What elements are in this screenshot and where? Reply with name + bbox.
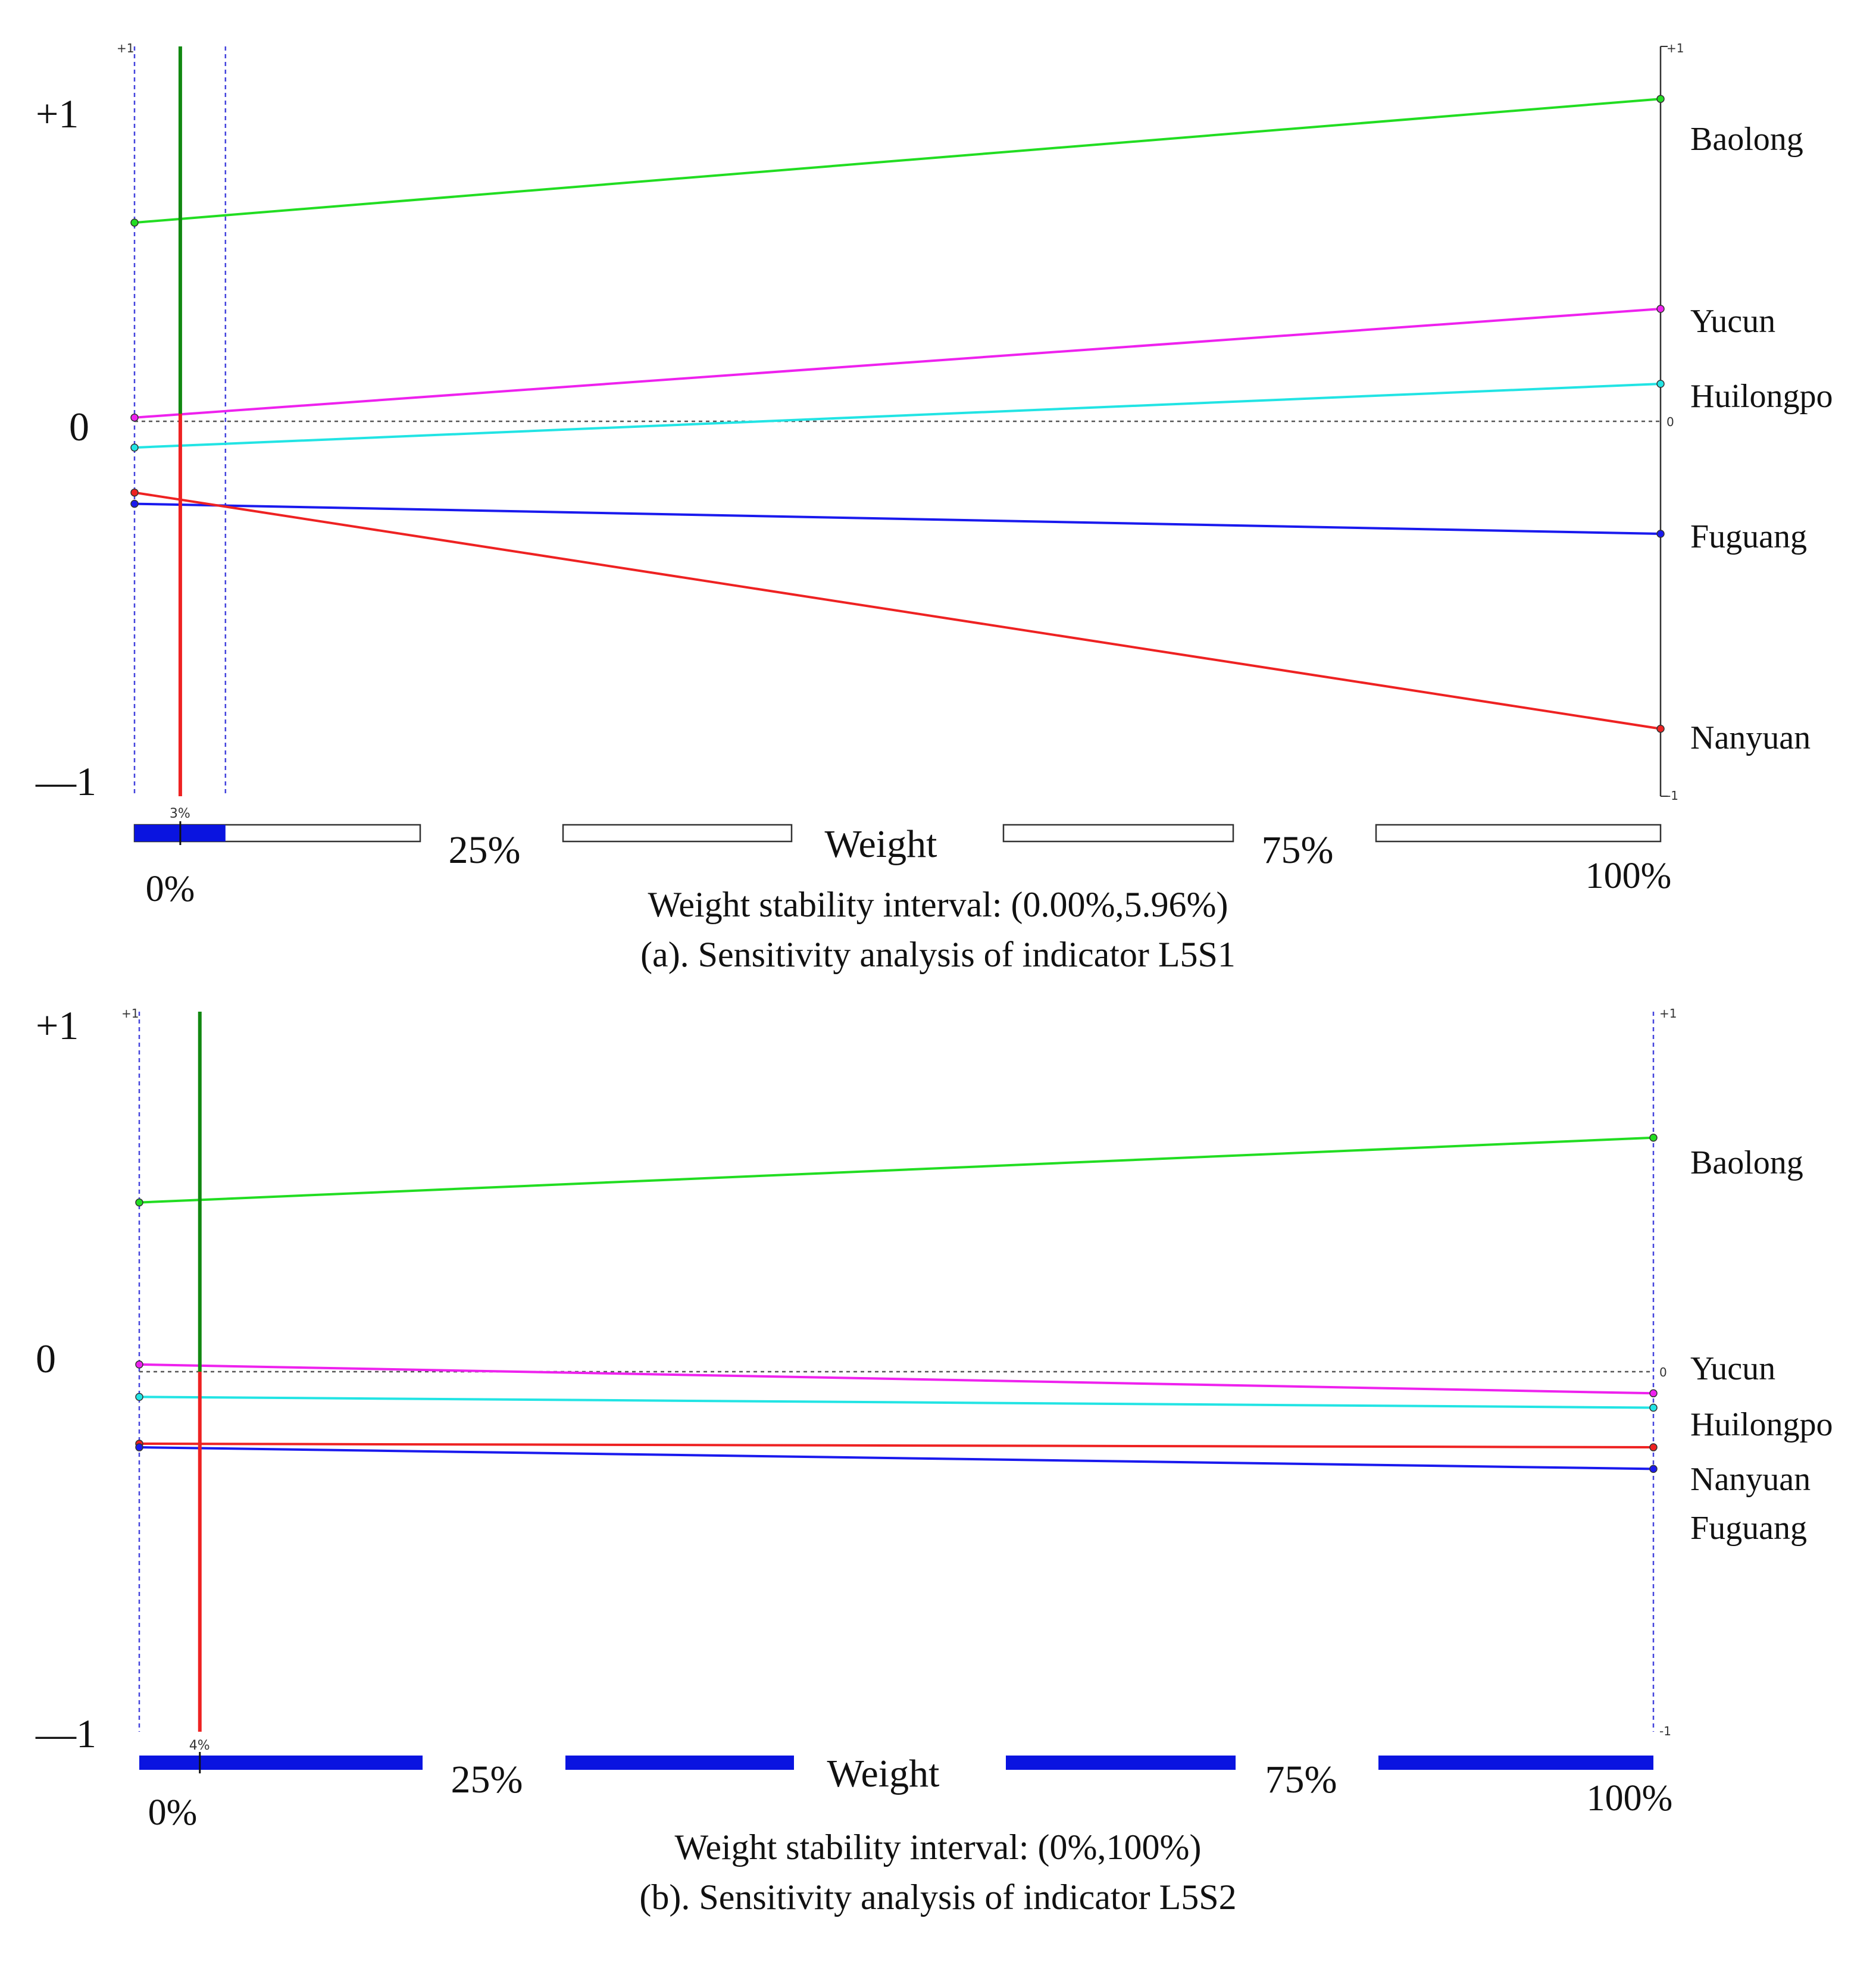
chart-b-series-label-fuguang: Fuguang bbox=[1690, 1510, 1807, 1547]
chart-b-weight-bar-segment bbox=[139, 1756, 423, 1770]
chart-b-series-line-fuguang bbox=[139, 1446, 1654, 1470]
chart-a-weight-bar-segment bbox=[1375, 824, 1662, 843]
chart-a-series-line-huilongpo bbox=[134, 383, 1661, 449]
chart-a-series-label-yucun: Yucun bbox=[1690, 303, 1775, 340]
chart-b-series-end-point-nanyuan bbox=[1649, 1443, 1658, 1451]
chart-b-y-tick-label: —1 bbox=[35, 1711, 96, 1756]
chart-b-series-label-yucun: Yucun bbox=[1690, 1350, 1775, 1387]
chart-a-series-start-point-fuguang bbox=[130, 499, 139, 508]
chart-b-x-tick-label-0: 0% bbox=[148, 1792, 198, 1833]
chart-b-series-line-yucun bbox=[139, 1363, 1654, 1395]
chart-b-series-end-point-huilongpo bbox=[1649, 1403, 1658, 1412]
chart-a-series-start-point-baolong bbox=[130, 218, 139, 227]
chart-b-series-start-point-fuguang bbox=[135, 1443, 143, 1451]
chart-b-x-axis-label: Weight bbox=[827, 1752, 940, 1795]
chart-a-series-label-fuguang: Fuguang bbox=[1690, 518, 1807, 555]
chart-b-series-label-huilongpo: Huilongpo bbox=[1690, 1406, 1833, 1443]
chart-a-series-end-point-nanyuan bbox=[1656, 724, 1665, 733]
chart-a-x-tick-label-25: 25% bbox=[449, 828, 521, 872]
chart-a-mini-tick-top-left: +1 bbox=[117, 41, 134, 55]
chart-b-mini-tick-top-right: +1 bbox=[1659, 1006, 1677, 1021]
chart-b-mini-tick-top-left: +1 bbox=[121, 1006, 139, 1021]
chart-panel-b: +1 +1 0 -1 Baolong Yucun Huilongpo Nanyuan Fugua… bbox=[35, 1003, 1833, 1917]
chart-a-caption: (a). Sensitivity analysis of indicator L… bbox=[640, 935, 1236, 974]
chart-a-series-end-point-baolong bbox=[1656, 95, 1665, 103]
chart-b-weight-bar-segment bbox=[1006, 1756, 1236, 1770]
chart-a-x-tick-label-75: 75% bbox=[1262, 828, 1334, 872]
chart-b-mini-tick-bottom-right: -1 bbox=[1659, 1724, 1671, 1738]
chart-a-series-line-fuguang bbox=[134, 502, 1661, 535]
chart-a-x-tick-label-100: 100% bbox=[1586, 856, 1672, 896]
chart-a-x-tick-label-0: 0% bbox=[146, 869, 195, 909]
chart-a-mini-tick-top-right: +1 bbox=[1666, 41, 1684, 55]
chart-b-series-label-nanyuan: Nanyuan bbox=[1690, 1461, 1811, 1498]
chart-b-series-line-nanyuan bbox=[139, 1443, 1654, 1449]
chart-b-x-tick-label-25: 25% bbox=[451, 1758, 523, 1801]
chart-b-weight-bar-segment bbox=[565, 1756, 794, 1770]
chart-b-series-end-point-yucun bbox=[1649, 1389, 1658, 1398]
chart-b-series-line-huilongpo bbox=[139, 1395, 1654, 1409]
chart-b-weight-bar-segment bbox=[1378, 1756, 1653, 1770]
chart-a-current-weight-label: 3% bbox=[170, 806, 190, 821]
chart-b-y-tick-label: +1 bbox=[36, 1003, 79, 1048]
chart-b-series-start-point-baolong bbox=[135, 1198, 143, 1207]
chart-a-y-tick-label: —1 bbox=[35, 759, 96, 804]
chart-a-series-line-nanyuan bbox=[134, 491, 1661, 730]
chart-b-series-line-baolong bbox=[139, 1136, 1654, 1204]
chart-b-series-label-baolong: Baolong bbox=[1690, 1144, 1803, 1181]
chart-b-current-weight-label: 4% bbox=[189, 1738, 210, 1753]
chart-a-series-start-point-yucun bbox=[130, 413, 139, 422]
chart-panel-a: +1 +1 0 -1 Baolong Yucun Huilongpo Fuguang Nanyu… bbox=[35, 41, 1833, 974]
chart-a-y-tick-label: 0 bbox=[69, 404, 89, 449]
chart-a-series-line-baolong bbox=[134, 98, 1661, 224]
chart-a-y-tick-label: +1 bbox=[36, 91, 79, 136]
chart-a-stability-interval-text: Weight stability interval: (0.00%,5.96%) bbox=[648, 885, 1228, 924]
chart-a-series-label-nanyuan: Nanyuan bbox=[1690, 719, 1811, 756]
chart-b-series-start-point-yucun bbox=[135, 1360, 143, 1369]
chart-a-series-label-huilongpo: Huilongpo bbox=[1690, 378, 1833, 415]
chart-a-series-line-yucun bbox=[134, 308, 1661, 419]
chart-a-series-label-baolong: Baolong bbox=[1690, 121, 1803, 158]
chart-b-y-tick-label: 0 bbox=[36, 1336, 56, 1381]
chart-b-series-end-point-baolong bbox=[1649, 1134, 1658, 1142]
chart-a-series-end-point-yucun bbox=[1656, 305, 1665, 313]
chart-a-mini-tick-zero-right: 0 bbox=[1666, 415, 1674, 429]
chart-b-stability-interval-text: Weight stability interval: (0%,100%) bbox=[675, 1828, 1202, 1867]
chart-b-x-tick-label-100: 100% bbox=[1587, 1778, 1673, 1819]
chart-b-caption: (b). Sensitivity analysis of indicator L… bbox=[639, 1878, 1236, 1917]
chart-b-series-start-point-huilongpo bbox=[135, 1393, 143, 1401]
chart-a-series-start-point-huilongpo bbox=[130, 443, 139, 452]
chart-a-series-start-point-nanyuan bbox=[130, 488, 139, 497]
chart-a-weight-bar-segment bbox=[1002, 824, 1234, 843]
chart-a-series-end-point-fuguang bbox=[1656, 530, 1665, 538]
chart-a-mini-tick-bottom-right: -1 bbox=[1666, 788, 1678, 803]
chart-b-x-tick-label-75: 75% bbox=[1265, 1758, 1337, 1801]
chart-a-series-end-point-huilongpo bbox=[1656, 380, 1665, 388]
chart-b-mini-tick-zero-right: 0 bbox=[1659, 1365, 1667, 1379]
chart-a-x-axis-label: Weight bbox=[825, 822, 937, 866]
chart-a-weight-bar-segment bbox=[562, 824, 793, 843]
chart-b-series-end-point-fuguang bbox=[1649, 1465, 1658, 1473]
